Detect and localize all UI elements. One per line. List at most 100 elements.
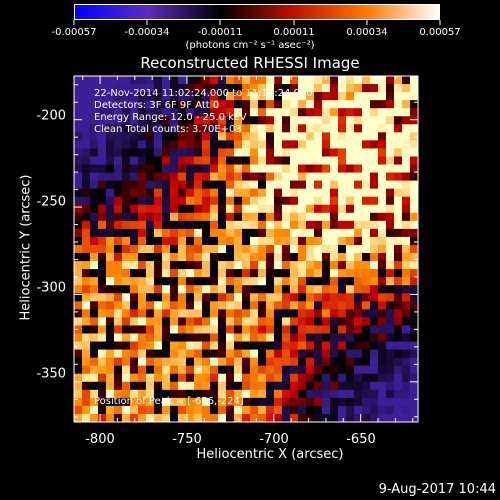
heatmap-cell — [314, 405, 323, 415]
heatmap-cell — [106, 381, 115, 391]
heatmap-cell — [378, 76, 387, 85]
heatmap-cell — [146, 325, 155, 334]
heatmap-cell — [282, 164, 291, 173]
heatmap-cell — [274, 277, 283, 286]
heatmap-cell — [346, 236, 355, 246]
heatmap-cell — [130, 269, 139, 278]
heatmap-cell — [98, 301, 107, 310]
heatmap-cell — [122, 285, 131, 294]
heatmap-cell — [330, 164, 339, 173]
heatmap-cell — [386, 84, 395, 93]
heatmap-cell — [274, 397, 283, 407]
heatmap-cell — [362, 244, 371, 254]
heatmap-cell — [346, 389, 355, 399]
heatmap-cell — [250, 188, 259, 197]
heatmap-cell — [114, 228, 123, 238]
heatmap-cell — [338, 373, 347, 383]
heatmap-cell — [394, 180, 403, 189]
colorbar-tick-label: -0.00011 — [197, 27, 243, 38]
heatmap-cell — [210, 124, 219, 133]
heatmap-cell — [394, 357, 403, 366]
heatmap-cell — [186, 228, 195, 238]
heatmap-cell — [298, 124, 307, 133]
heatmap-cell — [82, 293, 91, 302]
heatmap-cell — [170, 212, 179, 222]
heatmap-cell — [386, 253, 395, 262]
heatmap-cell — [170, 253, 179, 262]
heatmap-cell — [290, 397, 299, 407]
heatmap-cell — [322, 148, 331, 157]
heatmap-cell — [130, 172, 139, 181]
heatmap-cell — [330, 124, 339, 133]
heatmap-cell — [90, 365, 99, 375]
heatmap-cell — [242, 100, 251, 109]
heatmap-cell — [258, 140, 267, 149]
heatmap-cell — [314, 261, 323, 270]
heatmap-cell — [378, 405, 387, 415]
heatmap-cell — [402, 140, 411, 149]
heatmap-cell — [226, 365, 235, 375]
heatmap-cell — [282, 132, 291, 141]
heatmap-cell — [338, 212, 347, 222]
heatmap-cell — [202, 413, 211, 423]
heatmap-cell — [274, 325, 283, 334]
heatmap-cell — [122, 156, 131, 165]
heatmap-cell — [234, 397, 243, 407]
heatmap-cell — [386, 365, 395, 375]
heatmap-cell — [354, 116, 363, 125]
heatmap-cell — [370, 84, 379, 93]
heatmap-cell — [242, 325, 251, 334]
heatmap-cell — [154, 148, 163, 157]
heatmap-cell — [122, 196, 131, 206]
heatmap-cell — [170, 164, 179, 173]
heatmap-cell — [138, 172, 147, 181]
heatmap-cell — [378, 92, 387, 101]
heatmap-cell — [242, 333, 251, 342]
heatmap-cell — [410, 92, 419, 101]
heatmap-cell — [298, 100, 307, 109]
heatmap-cell — [130, 365, 139, 375]
heatmap-cell — [194, 124, 203, 133]
heatmap-cell — [74, 389, 83, 399]
heatmap-cell — [82, 253, 91, 262]
heatmap-cell — [130, 244, 139, 254]
heatmap-cell — [130, 325, 139, 334]
heatmap-cell — [218, 84, 227, 93]
heatmap-cell — [226, 253, 235, 262]
heatmap-cell — [202, 180, 211, 189]
heatmap-cell — [266, 156, 275, 165]
heatmap-cell — [186, 164, 195, 173]
heatmap-cell — [410, 84, 419, 93]
heatmap-cell — [106, 325, 115, 334]
heatmap-cell — [154, 132, 163, 141]
heatmap-cell — [250, 253, 259, 262]
heatmap-cell — [106, 228, 115, 238]
heatmap-cell — [346, 76, 355, 85]
heatmap-cell — [298, 397, 307, 407]
heatmap-cell — [146, 309, 155, 318]
heatmap-cell — [154, 92, 163, 101]
heatmap-cell — [250, 269, 259, 278]
heatmap-cell — [234, 164, 243, 173]
heatmap-cell — [210, 317, 219, 326]
heatmap-cell — [402, 100, 411, 109]
heatmap-cell — [82, 228, 91, 238]
heatmap-cell — [370, 212, 379, 222]
heatmap-cell — [130, 204, 139, 214]
heatmap-cell — [250, 389, 259, 399]
heatmap-cell — [138, 309, 147, 318]
heatmap-cell — [330, 108, 339, 117]
heatmap-cell — [362, 405, 371, 415]
heatmap-cell — [402, 293, 411, 302]
heatmap-cell — [386, 140, 395, 149]
heatmap-cell — [210, 156, 219, 165]
heatmap-cell — [138, 293, 147, 302]
heatmap-cell — [130, 220, 139, 230]
heatmap-cell — [146, 341, 155, 350]
heatmap-cell — [114, 180, 123, 189]
heatmap-cell — [114, 188, 123, 197]
heatmap-cell — [394, 132, 403, 141]
heatmap-cell — [146, 204, 155, 214]
heatmap-cell — [258, 341, 267, 350]
heatmap-cell — [98, 341, 107, 350]
